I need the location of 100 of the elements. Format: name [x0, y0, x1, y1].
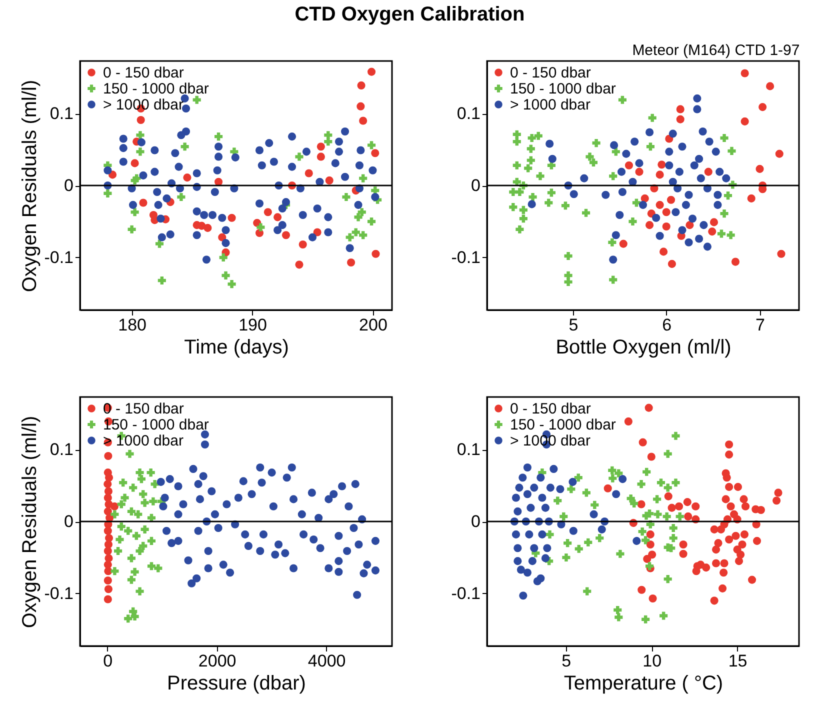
point	[177, 192, 186, 202]
point	[512, 138, 521, 146]
point	[324, 138, 332, 146]
point	[672, 432, 680, 440]
point	[342, 192, 350, 202]
point	[653, 495, 662, 504]
point	[548, 154, 556, 163]
point	[356, 102, 365, 110]
point	[536, 574, 545, 582]
point	[130, 159, 139, 168]
y-tick-label: -0.1	[451, 584, 480, 603]
point	[530, 544, 538, 552]
point	[598, 525, 606, 534]
point	[110, 567, 119, 576]
point	[554, 496, 562, 505]
point	[756, 164, 764, 173]
x-tick-label: 15	[728, 652, 748, 670]
point	[714, 200, 722, 209]
point	[669, 534, 678, 542]
point	[139, 198, 148, 207]
point	[518, 474, 527, 482]
y-tick-label: 0	[64, 176, 74, 195]
point	[316, 152, 325, 161]
point	[690, 161, 698, 170]
point	[656, 478, 666, 487]
legend-label: 0 - 150 dbar	[510, 400, 591, 418]
point	[662, 208, 670, 216]
point	[696, 174, 705, 182]
point	[204, 224, 212, 232]
x-tick-label: 190	[238, 316, 267, 334]
point	[514, 507, 522, 516]
point	[538, 494, 546, 502]
point	[740, 117, 749, 126]
point	[130, 612, 139, 621]
point	[214, 178, 223, 186]
point	[525, 530, 534, 538]
y-tick-label: -0.1	[44, 248, 74, 267]
point	[130, 208, 139, 216]
point	[116, 535, 124, 544]
point	[180, 142, 189, 151]
point	[523, 568, 532, 577]
x-tick-label: 5	[568, 316, 578, 334]
point	[705, 138, 714, 146]
point	[526, 156, 535, 164]
point	[656, 200, 664, 209]
point	[512, 494, 520, 502]
point	[686, 221, 694, 230]
point	[624, 161, 634, 170]
point	[614, 613, 623, 622]
legend-label: > 1000 dbar	[510, 432, 590, 450]
point	[698, 128, 707, 136]
point	[136, 587, 144, 596]
point	[731, 258, 740, 266]
point	[640, 194, 649, 202]
point	[714, 190, 722, 199]
point	[526, 144, 535, 153]
x-tick-label: 200	[359, 316, 388, 334]
point	[140, 498, 149, 507]
point	[622, 150, 630, 158]
point	[523, 464, 532, 472]
point	[612, 490, 620, 498]
point	[662, 512, 671, 520]
point	[580, 174, 588, 182]
point	[612, 231, 620, 240]
point	[672, 478, 680, 487]
point	[766, 82, 774, 90]
point	[136, 546, 144, 556]
point	[325, 176, 334, 184]
point	[724, 192, 732, 200]
point	[672, 208, 680, 216]
point	[703, 242, 712, 251]
point	[646, 142, 655, 151]
point	[616, 550, 624, 558]
point	[139, 542, 148, 550]
point	[564, 252, 572, 260]
legend-label: 0 - 150 dbar	[103, 64, 184, 82]
point	[614, 469, 623, 478]
point	[516, 566, 525, 574]
point	[612, 148, 620, 156]
point	[695, 154, 704, 163]
point	[740, 69, 749, 78]
point	[295, 260, 304, 269]
point	[668, 130, 677, 138]
point	[619, 240, 628, 248]
x-tick-label: 10	[642, 652, 662, 670]
point	[632, 198, 640, 207]
point	[104, 474, 114, 482]
y-tick-label: 0.1	[456, 440, 480, 460]
point	[547, 188, 556, 197]
point	[569, 526, 578, 535]
point	[528, 200, 536, 208]
point	[608, 466, 616, 474]
point	[726, 231, 735, 240]
point	[590, 500, 599, 509]
point	[664, 450, 672, 458]
point	[616, 210, 624, 220]
point	[668, 260, 676, 268]
y-tick-label: 0	[64, 512, 74, 531]
point	[695, 234, 704, 243]
point	[104, 540, 112, 549]
